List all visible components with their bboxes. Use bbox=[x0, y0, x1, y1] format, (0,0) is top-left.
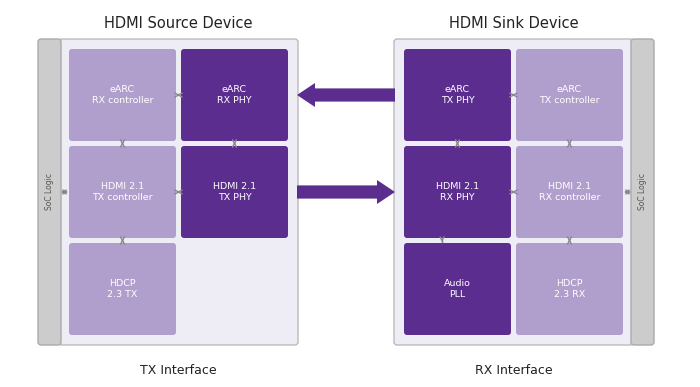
FancyBboxPatch shape bbox=[59, 39, 298, 345]
Text: SoC Logic: SoC Logic bbox=[638, 173, 647, 211]
Text: HDMI 2.1
TX controller: HDMI 2.1 TX controller bbox=[92, 182, 153, 202]
Text: HDMI Sink Device: HDMI Sink Device bbox=[449, 16, 578, 31]
Text: RX Interface: RX Interface bbox=[475, 364, 552, 377]
FancyBboxPatch shape bbox=[516, 49, 623, 141]
Text: SoC Logic: SoC Logic bbox=[45, 173, 54, 211]
Polygon shape bbox=[297, 83, 395, 107]
FancyBboxPatch shape bbox=[69, 243, 176, 335]
Text: HDMI Source Device: HDMI Source Device bbox=[104, 16, 253, 31]
Text: eARC
RX PHY: eARC RX PHY bbox=[217, 85, 252, 105]
Text: HDMI 2.1
RX controller: HDMI 2.1 RX controller bbox=[539, 182, 601, 202]
Text: eARC
TX controller: eARC TX controller bbox=[539, 85, 600, 105]
Text: HDCP
2.3 TX: HDCP 2.3 TX bbox=[107, 279, 138, 300]
Text: HDMI 2.1
TX PHY: HDMI 2.1 TX PHY bbox=[213, 182, 256, 202]
FancyBboxPatch shape bbox=[516, 146, 623, 238]
FancyBboxPatch shape bbox=[394, 39, 633, 345]
Polygon shape bbox=[297, 180, 395, 204]
FancyBboxPatch shape bbox=[404, 49, 511, 141]
FancyBboxPatch shape bbox=[631, 39, 654, 345]
Text: eARC
TX PHY: eARC TX PHY bbox=[440, 85, 475, 105]
FancyBboxPatch shape bbox=[181, 146, 288, 238]
FancyBboxPatch shape bbox=[69, 49, 176, 141]
Text: HDCP
2.3 RX: HDCP 2.3 RX bbox=[554, 279, 585, 300]
Text: HDMI 2.1
RX PHY: HDMI 2.1 RX PHY bbox=[436, 182, 479, 202]
FancyBboxPatch shape bbox=[516, 243, 623, 335]
Text: eARC
RX controller: eARC RX controller bbox=[92, 85, 153, 105]
Text: Audio
PLL: Audio PLL bbox=[444, 279, 471, 300]
Text: TX Interface: TX Interface bbox=[140, 364, 217, 377]
FancyBboxPatch shape bbox=[404, 146, 511, 238]
FancyBboxPatch shape bbox=[404, 243, 511, 335]
FancyBboxPatch shape bbox=[38, 39, 61, 345]
FancyBboxPatch shape bbox=[69, 146, 176, 238]
FancyBboxPatch shape bbox=[181, 49, 288, 141]
